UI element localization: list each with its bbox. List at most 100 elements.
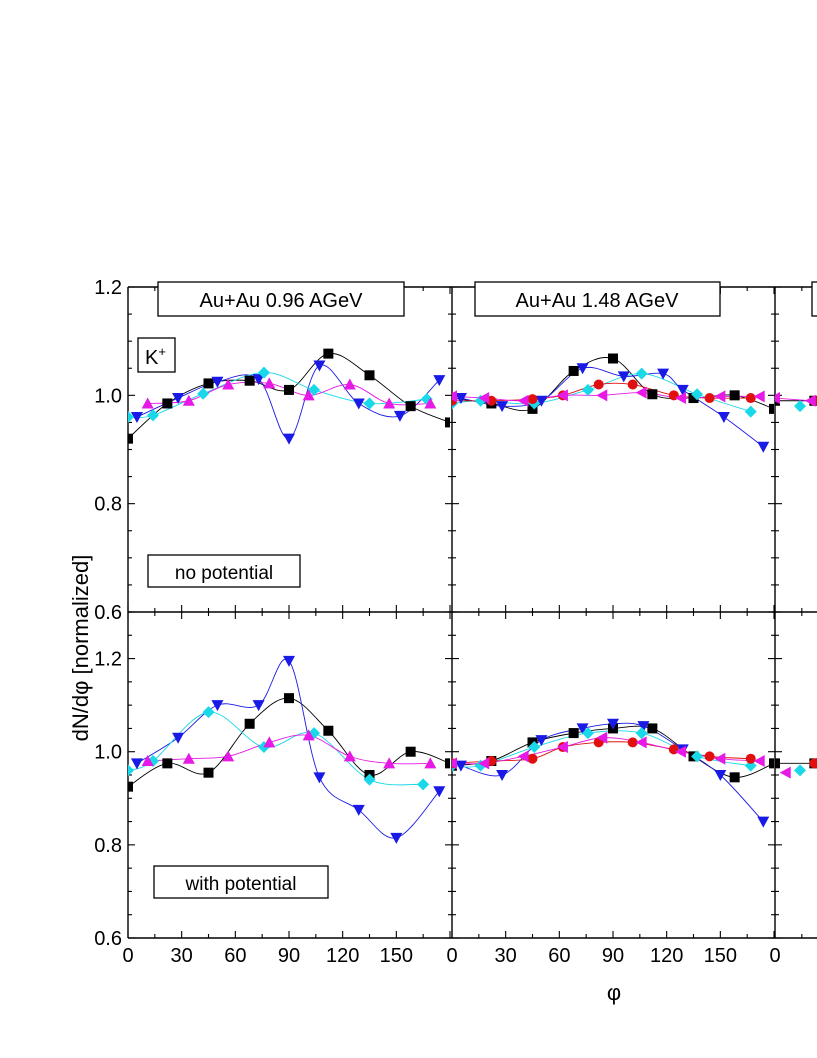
data-point xyxy=(302,729,315,741)
data-point xyxy=(393,410,406,422)
data-point xyxy=(263,377,276,389)
data-point xyxy=(478,757,490,770)
data-point xyxy=(794,400,807,413)
data-point xyxy=(222,750,235,762)
data-point xyxy=(527,753,538,764)
data-point xyxy=(714,770,727,781)
data-point xyxy=(302,389,315,401)
data-point xyxy=(729,772,740,783)
data-point xyxy=(627,379,638,390)
data-point xyxy=(714,752,726,765)
data-point xyxy=(757,816,770,828)
particle-label: K+ xyxy=(145,344,166,369)
data-point xyxy=(496,770,509,781)
data-point xyxy=(203,767,214,778)
data-point xyxy=(607,718,619,730)
x-tick-label: 120 xyxy=(650,945,683,967)
y-tick-label: 0.6 xyxy=(94,602,122,624)
data-point xyxy=(794,764,807,777)
data-point xyxy=(433,786,446,798)
data-point xyxy=(364,370,375,381)
data-point xyxy=(445,758,450,769)
data-point xyxy=(424,397,437,409)
panel-markers xyxy=(452,353,774,453)
data-point xyxy=(535,395,548,407)
data-point xyxy=(141,397,154,409)
series-line xyxy=(147,734,431,765)
data-point xyxy=(478,392,490,405)
data-point xyxy=(779,766,791,779)
data-point xyxy=(527,403,538,414)
data-point xyxy=(769,403,774,414)
panel-title-box-left xyxy=(157,281,405,317)
panel-curves xyxy=(128,658,450,839)
y-axis-title: dN/dφ [normalized] xyxy=(68,555,93,742)
data-point xyxy=(445,417,450,428)
data-point xyxy=(128,781,133,792)
data-point xyxy=(496,401,509,413)
series-line xyxy=(128,372,427,418)
y-tick-label: 0.8 xyxy=(94,494,122,516)
data-point xyxy=(454,760,467,772)
series-line xyxy=(452,725,774,778)
data-point xyxy=(283,433,295,445)
data-point xyxy=(141,755,154,767)
series-line xyxy=(128,697,450,788)
data-point xyxy=(674,745,686,758)
panel-markers xyxy=(775,758,817,779)
data-point xyxy=(517,394,529,407)
data-point xyxy=(593,379,604,390)
data-point xyxy=(182,752,195,764)
annotation-box-with-potential xyxy=(153,865,329,899)
data-point xyxy=(405,746,416,757)
x-tick-label: 30 xyxy=(171,945,193,967)
data-point xyxy=(568,728,579,739)
data-point xyxy=(352,398,365,410)
data-point xyxy=(608,353,618,364)
x-tick-label: 150 xyxy=(380,945,413,967)
y-tick-label: 1.2 xyxy=(94,277,122,299)
data-point xyxy=(635,727,648,740)
series-line xyxy=(136,658,440,839)
data-point xyxy=(383,757,396,769)
data-point xyxy=(313,772,326,784)
data-point xyxy=(804,394,816,407)
x-tick-label: 30 xyxy=(495,945,517,967)
data-point xyxy=(128,411,134,423)
data-point xyxy=(657,368,670,380)
panel-markers xyxy=(128,348,450,445)
data-point xyxy=(744,405,757,418)
data-point xyxy=(244,375,255,386)
data-point xyxy=(704,393,715,404)
data-point xyxy=(172,393,185,405)
panel-markers xyxy=(452,718,774,828)
data-point xyxy=(284,693,294,704)
series-curves xyxy=(128,353,815,839)
data-point xyxy=(676,384,689,396)
data-point xyxy=(717,412,730,423)
data-point xyxy=(182,394,195,406)
data-point xyxy=(637,721,650,733)
annotation-with-potential: with potential xyxy=(185,874,297,895)
data-point xyxy=(383,397,396,409)
data-point xyxy=(745,393,756,404)
data-point xyxy=(323,725,334,736)
data-point xyxy=(222,378,235,390)
data-point xyxy=(757,441,770,453)
data-point xyxy=(581,383,594,396)
data-point xyxy=(313,360,326,372)
x-tick-label: 0 xyxy=(446,945,457,967)
axis-labels: 0.6 0.8 1.0 1.2 0.6 0.8 1.0 1.2 0 30 60 90 120 150 0 30… xyxy=(94,277,780,967)
data-point xyxy=(691,388,704,401)
x-tick-label: 60 xyxy=(224,945,246,967)
annotation-no-potential: no potential xyxy=(175,563,273,584)
data-point xyxy=(202,706,215,719)
y-tick-label: 0.8 xyxy=(94,835,122,857)
panel-markers xyxy=(775,392,817,413)
data-point xyxy=(714,390,726,403)
data-point xyxy=(635,367,648,380)
data-point xyxy=(211,700,224,712)
data-point xyxy=(647,723,658,734)
particle-label-box xyxy=(137,337,176,373)
data-point xyxy=(809,758,817,769)
